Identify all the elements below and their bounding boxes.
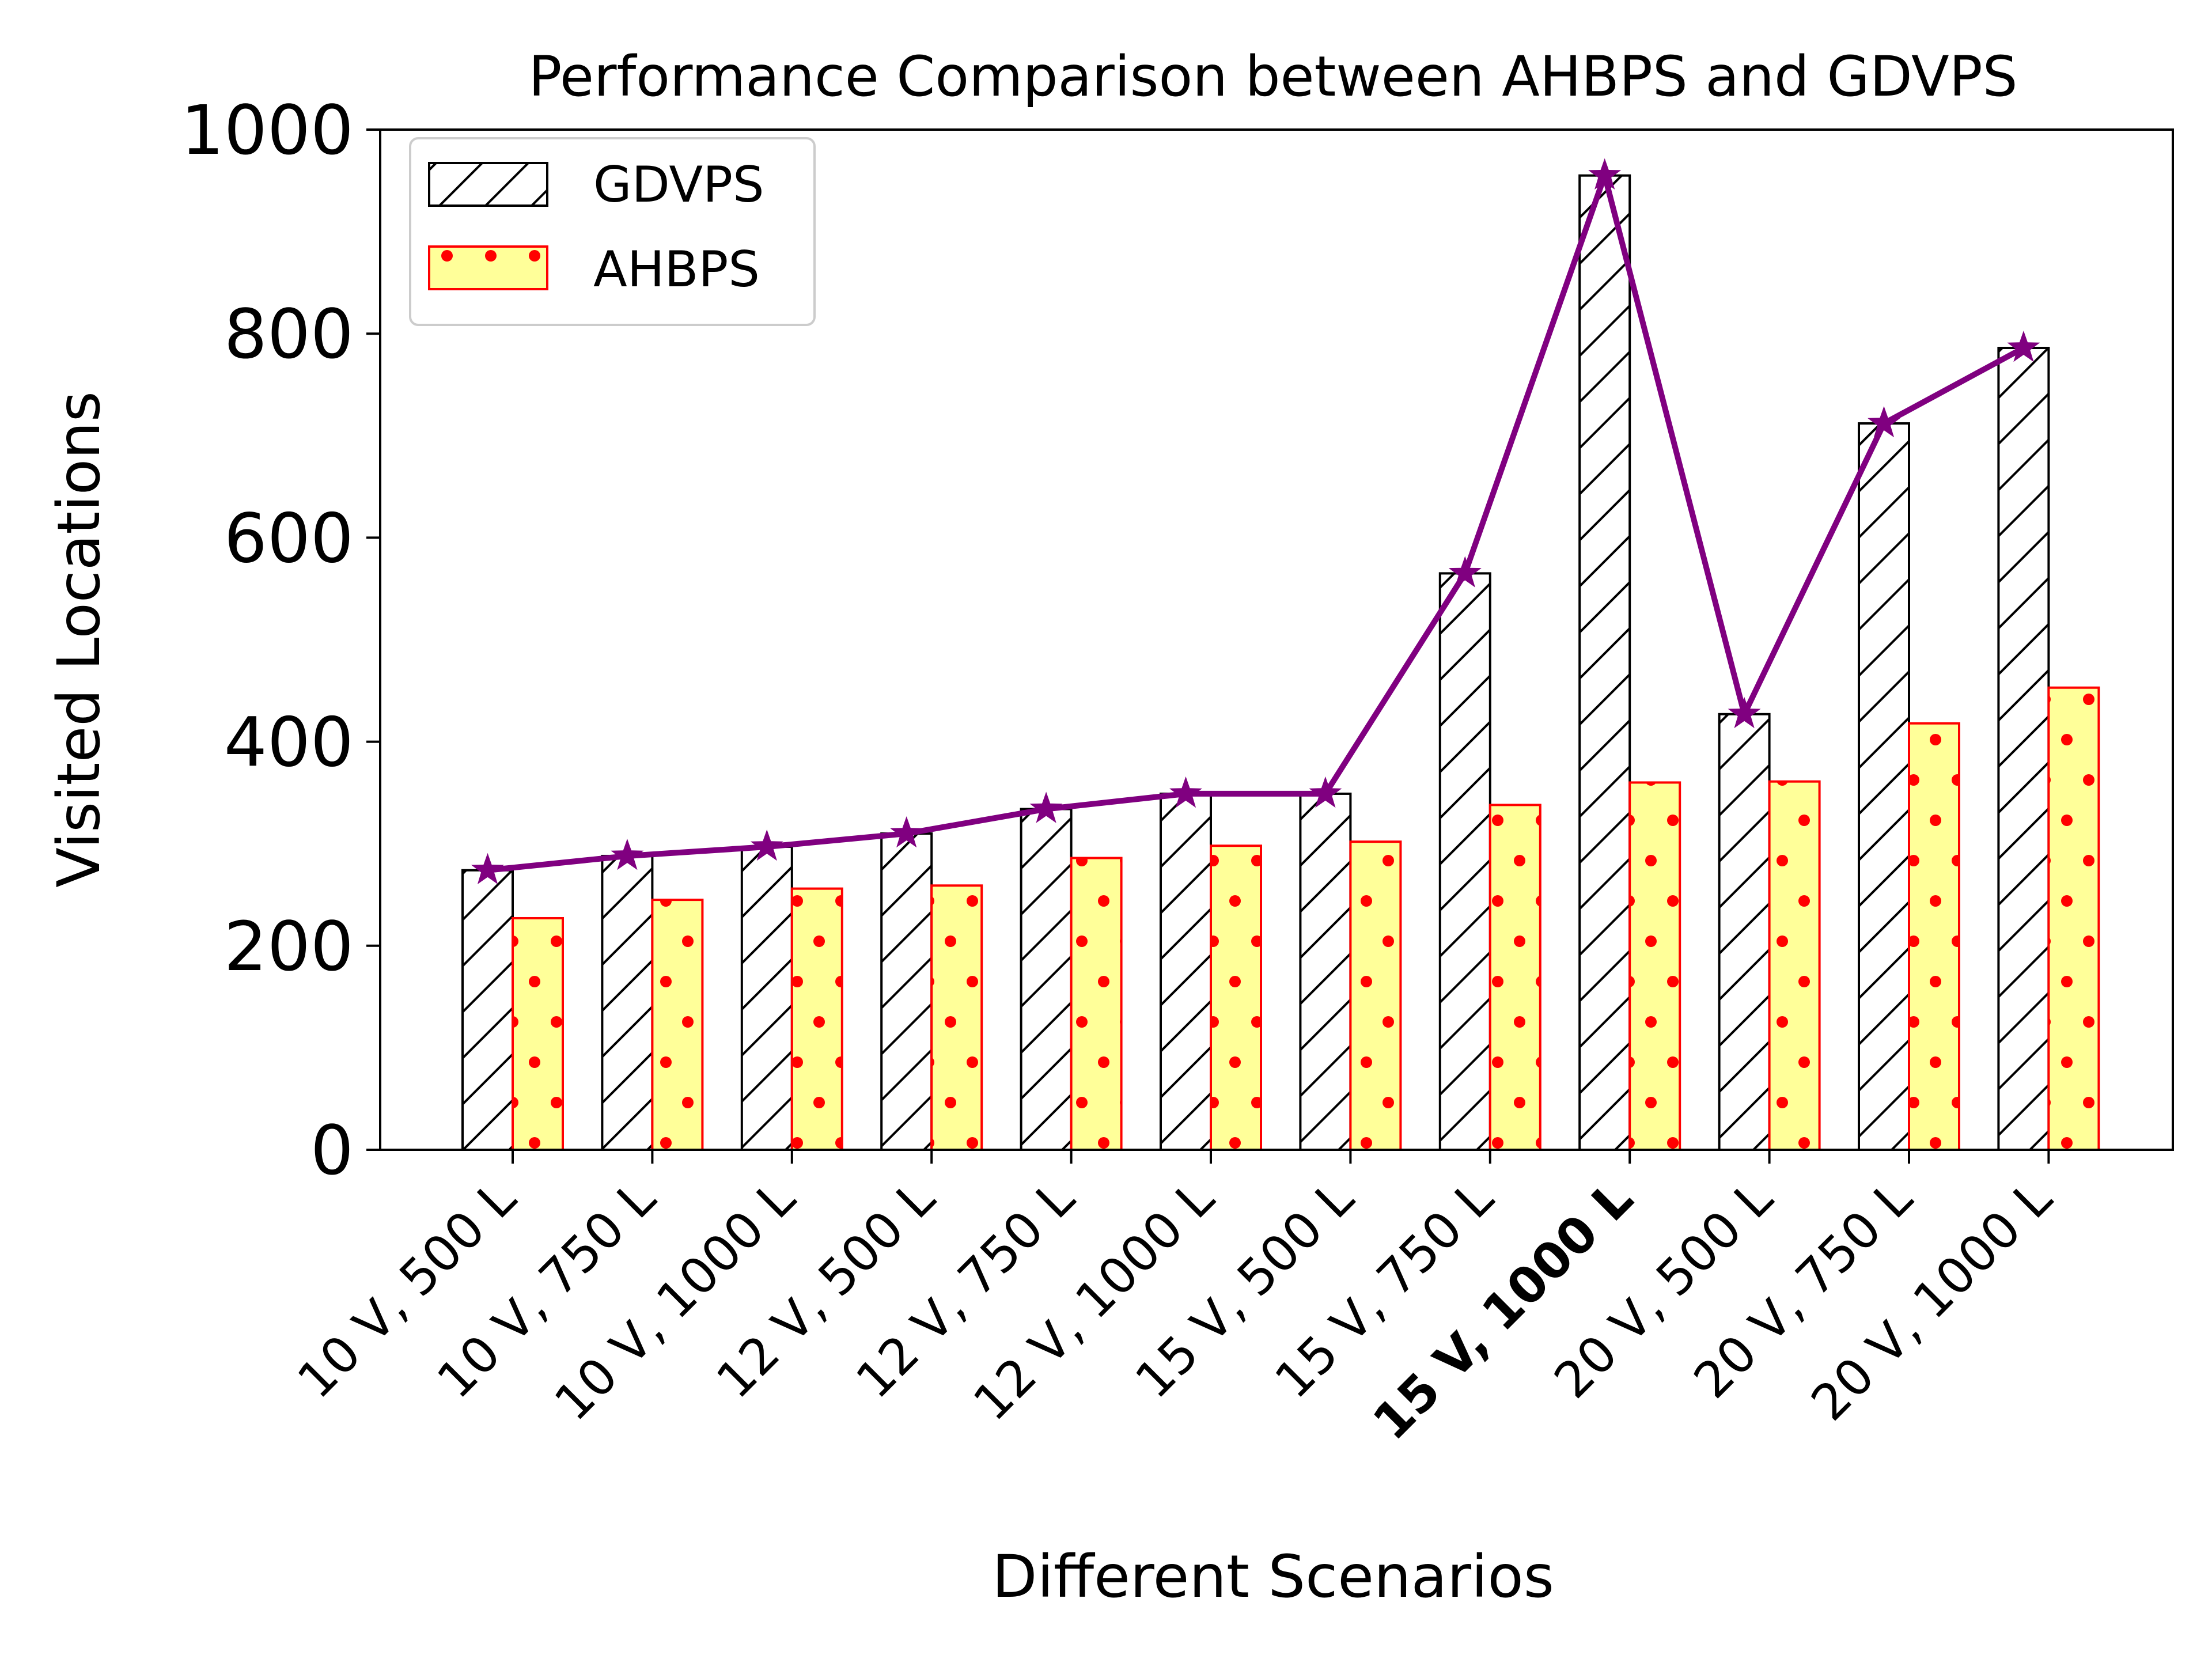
line-marker-10-v-500-l [471,853,504,884]
line-marker-15-v-750-l [1448,556,1482,588]
y-axis: 0 200 400 600 800 1000 [181,90,380,1190]
bar-ahbps-10-v-1000-l [790,887,843,1152]
plot-frame [379,128,2174,1151]
chart-title: Performance Comparison between AHBPS and… [528,44,2017,109]
line-marker-20-v-500-l [1728,696,1761,729]
bar-ahbps-15-v-750-l [1488,804,1541,1151]
bar-gdvps-15-v-750-l [1438,572,1491,1151]
legend-swatch-ahbps [428,245,548,290]
legend-swatch-gdvps [428,162,548,207]
line-marker-12-v-500-l [890,816,923,848]
x-axis: 10 V, 500 L10 V, 750 L10 V, 1000 L12 V, … [287,1150,2063,1451]
line-marker-10-v-750-l [611,839,644,870]
bar-ahbps-15-v-500-l [1349,840,1402,1151]
y-tick-label-800: 800 [224,294,354,374]
line-marker-12-v-750-l [1029,791,1063,823]
bar-gdvps-20-v-750-l [1858,422,1910,1151]
x-axis-label: Different Scenarios [992,1543,1554,1611]
bar-ahbps-20-v-500-l [1768,780,1821,1151]
y-tick-label-400: 400 [224,703,354,782]
bar-gdvps-10-v-1000-l [740,846,793,1151]
line-marker-15-v-1000-l [1588,158,1622,190]
bar-gdvps-20-v-500-l [1718,713,1771,1151]
bar-ahbps-10-v-500-l [512,916,564,1152]
legend-label-ahbps: AHBPS [593,241,760,298]
bar-gdvps-10-v-500-l [461,869,514,1151]
x-tick-label-10-v-1000-l: 10 V, 1000 L [544,1169,806,1432]
line-marker-15-v-500-l [1309,776,1342,808]
legend-label-gdvps: GDVPS [593,156,764,214]
bar-gdvps-12-v-500-l [880,832,933,1151]
y-tick-label-0: 0 [310,1111,354,1190]
line-marker-20-v-750-l [1868,406,1900,438]
legend: GDVPS AHBPS [409,137,816,326]
line-marker-10-v-1000-l [750,830,783,861]
bar-gdvps-12-v-1000-l [1160,792,1212,1151]
bar-gdvps-20-v-1000-l [1997,346,2050,1151]
y-tick-label-200: 200 [224,907,354,986]
bar-ahbps-12-v-750-l [1070,857,1123,1152]
x-tick-label-20-v-1000-l: 20 V, 1000 L [1801,1169,2063,1432]
y-tick-label-600: 600 [224,498,354,578]
bar-ahbps-20-v-1000-l [2047,686,2100,1152]
y-tick-label-1000: 1000 [181,90,354,170]
line-marker-12-v-1000-l [1169,776,1202,808]
bar-ahbps-10-v-750-l [651,899,704,1151]
bar-gdvps-15-v-500-l [1299,792,1352,1151]
y-axis-label: Visited Locations [45,391,113,888]
bar-gdvps-12-v-750-l [1020,808,1073,1151]
bar-ahbps-12-v-1000-l [1210,844,1262,1151]
bar-ahbps-20-v-750-l [1908,722,1960,1152]
bar-ahbps-12-v-500-l [930,884,983,1152]
bar-gdvps-15-v-1000-l [1578,174,1631,1152]
bar-gdvps-10-v-750-l [601,854,654,1152]
trend-line [471,158,2040,884]
bar-ahbps-15-v-1000-l [1628,781,1681,1151]
line-marker-20-v-1000-l [2007,331,2040,362]
x-tick-label-12-v-1000-l: 12 V, 1000 L [963,1169,1225,1432]
ahbps-bars [512,686,2100,1152]
trend-line-path [487,172,2025,873]
